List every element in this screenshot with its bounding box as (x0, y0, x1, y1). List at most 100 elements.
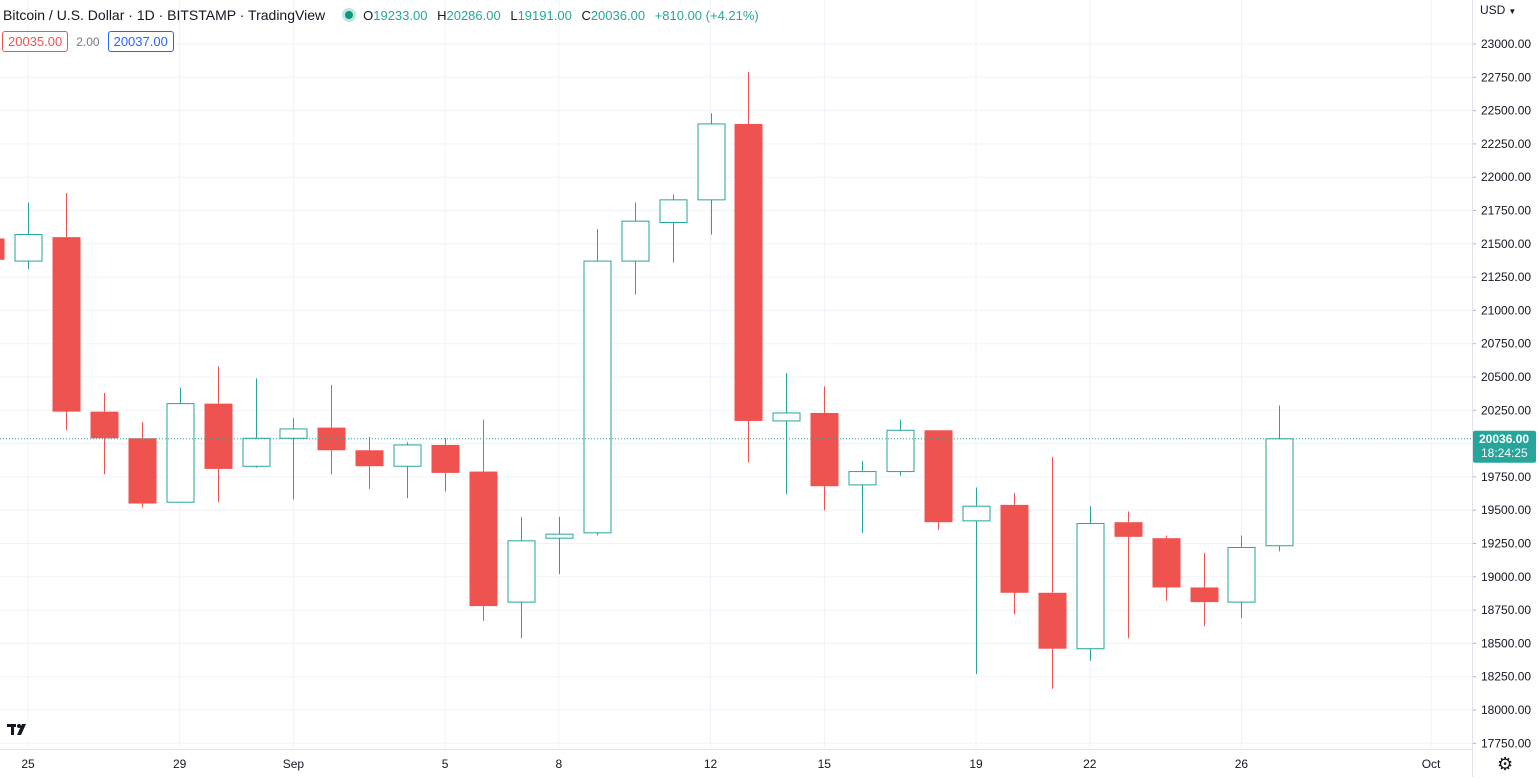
y-tick-label: 18750.00 (1481, 603, 1531, 617)
candle-body (355, 450, 384, 467)
candle-up (848, 460, 877, 533)
y-tick-label: 19000.00 (1481, 570, 1531, 584)
x-tick-label: 12 (704, 757, 718, 771)
candle-body (279, 428, 308, 439)
currency-label: USD (1480, 3, 1506, 17)
chevron-down-icon: ▼ (1508, 7, 1517, 16)
candle-up (659, 194, 688, 263)
countdown-label: 18:24:25 (1481, 446, 1528, 460)
candle-body (431, 444, 460, 473)
candle-up (393, 442, 422, 499)
last-price-badge (1473, 430, 1536, 463)
y-tick-label: 19250.00 (1481, 537, 1531, 551)
candle-up (1076, 506, 1105, 661)
candle-down (1038, 456, 1067, 689)
close-label: C (581, 7, 591, 23)
candle-body (90, 411, 119, 439)
change-value: +810.00 (+4.21%) (654, 7, 759, 23)
candle-down (1114, 511, 1143, 639)
candle-body (393, 444, 422, 467)
candles (0, 71, 1472, 689)
candle-down (52, 193, 81, 431)
x-tick-label: 5 (442, 757, 449, 771)
candle-down (734, 71, 763, 463)
symbol-title[interactable]: Bitcoin / U.S. Dollar · 1D · BITSTAMP · … (3, 7, 326, 23)
candle-body (317, 427, 346, 451)
candle-up (962, 487, 991, 675)
candle-body (1265, 438, 1294, 547)
y-tick-label: 22000.00 (1481, 170, 1531, 184)
candle-body (1190, 587, 1219, 603)
y-tick-label: 21500.00 (1481, 237, 1531, 251)
sell-price-button[interactable]: 20035.00 (2, 31, 69, 52)
x-tick-label: 29 (173, 757, 187, 771)
quote-row: 20035.00 2.00 20037.00 (2, 31, 174, 52)
candle-up (886, 419, 915, 476)
x-tick-label: Oct (1422, 757, 1441, 771)
candle-up (772, 373, 801, 495)
y-tick-label: 22750.00 (1481, 70, 1531, 84)
candle-body (848, 471, 877, 486)
currency-selector[interactable]: USD ▼ (1480, 3, 1516, 17)
gear-icon[interactable]: ⚙ (1497, 754, 1514, 774)
candle-body (14, 233, 43, 262)
candle-down (317, 384, 346, 475)
x-tick-label: 8 (556, 757, 563, 771)
candle-body (810, 412, 839, 487)
y-tick-label: 22250.00 (1481, 137, 1531, 151)
candle-body (1227, 546, 1256, 603)
legend: Bitcoin / U.S. Dollar · 1D · BITSTAMP · … (0, 5, 759, 25)
buy-price-button[interactable]: 20037.00 (107, 31, 174, 52)
candle-up (1227, 535, 1256, 619)
y-tick-label: 21250.00 (1481, 270, 1531, 284)
x-tick-label: 22 (1083, 757, 1097, 771)
open-value: 19233.00 (373, 7, 428, 23)
y-tick-label: 22500.00 (1481, 104, 1531, 118)
candle-body (469, 471, 498, 607)
y-tick-label: 20250.00 (1481, 403, 1531, 417)
y-tick-label: 20750.00 (1481, 337, 1531, 351)
candle-body (128, 438, 157, 504)
y-tick-label: 19750.00 (1481, 470, 1531, 484)
candle-up (621, 202, 650, 295)
candle-body (734, 123, 763, 421)
y-tick-label: 18250.00 (1481, 670, 1531, 684)
candle-body (242, 437, 271, 467)
low-label: L (510, 7, 518, 23)
candle-body (507, 540, 536, 603)
candle-body (1152, 538, 1181, 588)
candle-up (507, 516, 536, 639)
candle-body (0, 238, 5, 260)
candle-body (924, 430, 953, 523)
x-tick-label: 15 (818, 757, 832, 771)
candle-down (810, 386, 839, 511)
candle-up (697, 113, 726, 235)
candle-body (545, 533, 574, 539)
open-label: O (363, 7, 374, 23)
candle-down (90, 392, 119, 475)
candle-down (355, 436, 384, 489)
candle-body (621, 220, 650, 262)
y-tick-label: 20500.00 (1481, 370, 1531, 384)
candle-down (924, 430, 953, 531)
x-tick-label: 25 (21, 757, 35, 771)
candle-up (279, 418, 308, 500)
y-tick-label: 21000.00 (1481, 303, 1531, 317)
candle-body (659, 199, 688, 223)
candle-up (583, 229, 612, 536)
last-price-label: 20036.00 (1479, 432, 1529, 446)
candle-up (1265, 405, 1294, 552)
y-tick-label: 21750.00 (1481, 204, 1531, 218)
candle-body (697, 123, 726, 201)
candle-down (1152, 535, 1181, 601)
candle-body (962, 505, 991, 522)
market-status-icon (345, 11, 354, 19)
x-tick-label: 19 (969, 757, 983, 771)
x-tick-label: 26 (1235, 757, 1249, 771)
tradingview-logo-icon[interactable] (4, 716, 32, 742)
candle-body (583, 260, 612, 534)
candle-down (1190, 552, 1219, 627)
